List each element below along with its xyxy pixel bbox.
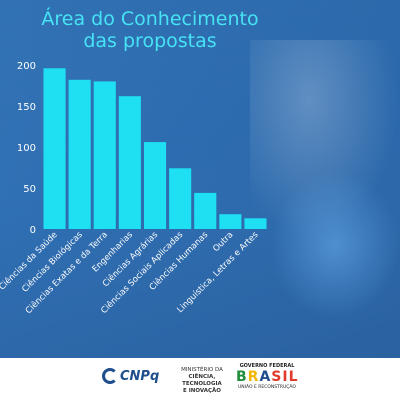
gov-wordmark-part-1: B [236,369,248,385]
ministry-line-1: MINISTÉRIO DA [181,367,223,373]
background-haze [0,0,400,360]
y-tick-label-3: 150 [17,102,36,113]
cnpq-mark-icon [102,368,118,384]
bar-0 [43,68,66,229]
bar-4 [144,142,167,229]
bar-7 [219,214,242,229]
y-tick-label-0: 0 [30,225,36,236]
chart-title: Área do Conhecimento das propostas [20,8,280,52]
microscope-photo [250,40,400,240]
ministry-line-3: E INOVAÇÃO [183,388,221,394]
bar-3 [118,96,141,229]
flask-photo [270,170,400,320]
y-tick-label-2: 100 [17,143,36,154]
title-line-1: Área do Conhecimento [41,8,259,30]
footer-logos: CNPq MINISTÉRIO DA CIÊNCIA, TECNOLOGIA E… [0,358,400,400]
y-tick-label-1: 50 [23,184,36,195]
title-line-2: das propostas [83,30,217,52]
gov-bottom-label: UNIÃO E RECONSTRUÇÃO [238,385,296,390]
bar-1 [68,79,91,229]
gov-wordmark: BRASIL [236,369,298,385]
gov-wordmark-part-2: R [247,369,260,385]
gov-wordmark-part-4: SIL [271,369,299,385]
government-logo: GOVERNO FEDERAL BRASIL UNIÃO E RECONSTRU… [236,363,298,391]
y-tick-label-4: 200 [17,61,36,72]
bar-6 [194,192,217,229]
ministry-line-2: CIÊNCIA, TECNOLOGIA [182,374,222,387]
bar-8 [244,218,267,229]
gov-wordmark-part-3: A [259,369,272,385]
cnpq-logo: CNPq [102,368,159,384]
bar-2 [93,81,116,230]
ministry-logo: MINISTÉRIO DA CIÊNCIA, TECNOLOGIA E INOV… [172,367,232,395]
gov-top-label: GOVERNO FEDERAL [239,363,295,369]
bar-5 [169,168,192,229]
cnpq-label: CNPq [120,368,160,384]
